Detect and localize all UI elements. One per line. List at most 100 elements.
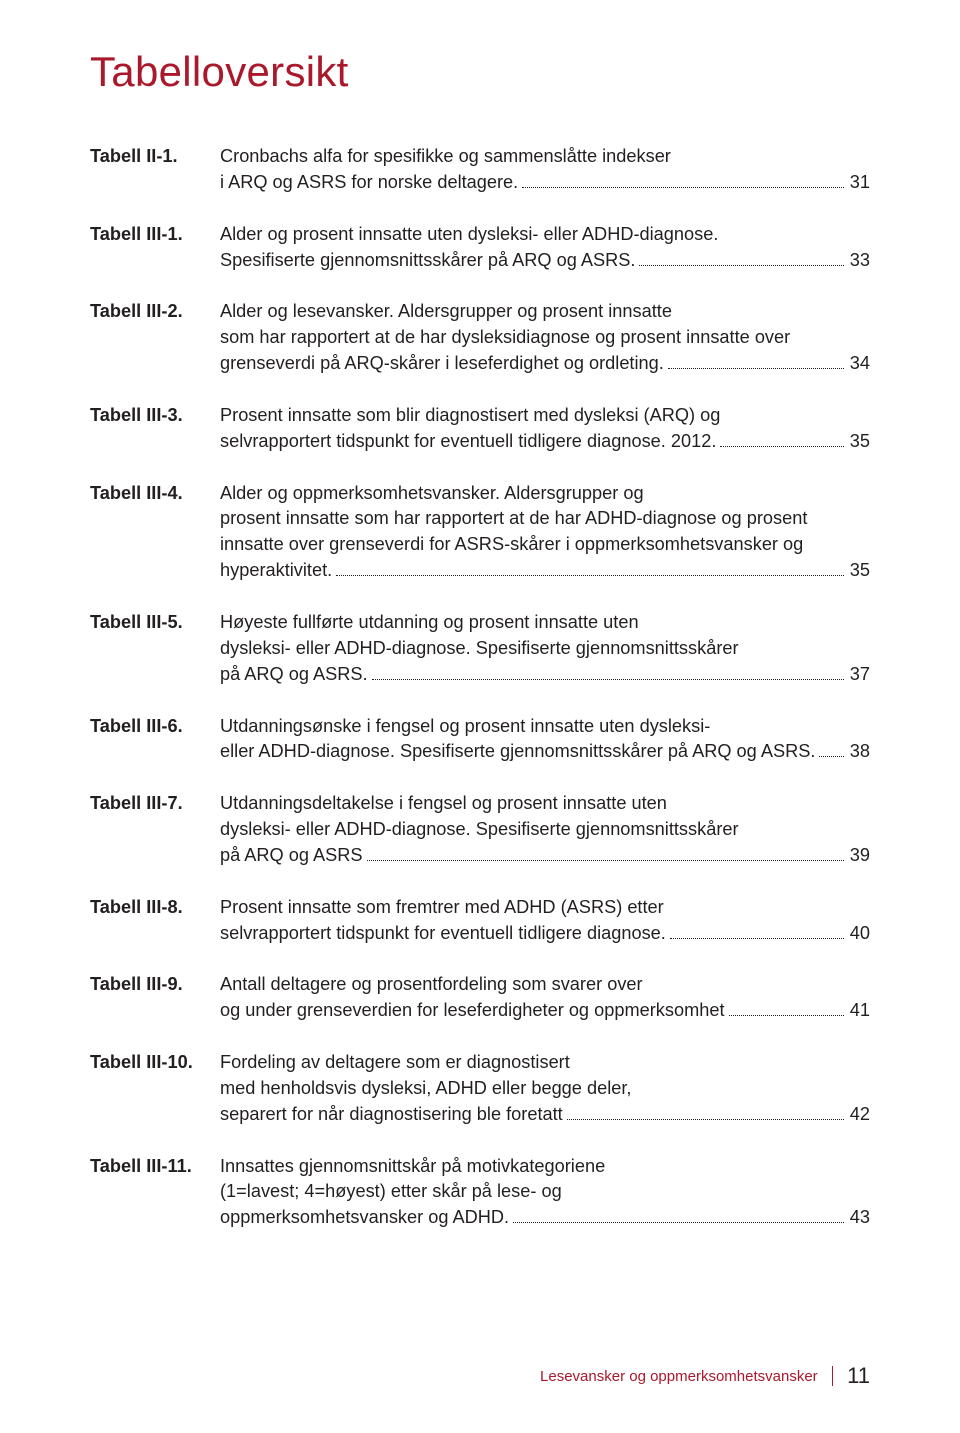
toc-entry-line-text: Utdanningsdeltakelse i fengsel og prosen…: [220, 791, 667, 817]
toc-entry-label: Tabell III-8.: [90, 895, 220, 921]
toc-entry-line-text: Fordeling av deltagere som er diagnostis…: [220, 1050, 570, 1076]
toc-entry-line-text: Antall deltagere og prosentfordeling som…: [220, 972, 643, 998]
dot-leader: [567, 1119, 844, 1120]
toc-entry-label: Tabell III-3.: [90, 403, 220, 429]
page-title: Tabelloversikt: [90, 48, 870, 96]
toc-entry: Tabell III-10.Fordeling av deltagere som…: [90, 1050, 870, 1128]
toc-entry-description: Høyeste fullførte utdanning og prosent i…: [220, 610, 870, 688]
toc-entry-line-text: Cronbachs alfa for spesifikke og sammens…: [220, 144, 671, 170]
toc-entry-description: Utdanningsønske i fengsel og prosent inn…: [220, 714, 870, 766]
toc-entry-line: med henholdsvis dysleksi, ADHD eller beg…: [220, 1076, 870, 1102]
toc-entry-line-text: Utdanningsønske i fengsel og prosent inn…: [220, 714, 710, 740]
toc-entry-line-text: innsatte over grenseverdi for ASRS-skåre…: [220, 532, 803, 558]
toc-entry-line: innsatte over grenseverdi for ASRS-skåre…: [220, 532, 870, 558]
toc-entry-line: og under grenseverdien for leseferdighet…: [220, 998, 870, 1024]
footer-divider: [832, 1366, 834, 1386]
toc-entry-page: 37: [848, 662, 870, 688]
toc-entry-line: separert for når diagnostisering ble for…: [220, 1102, 870, 1128]
toc-entry-line-text: Alder og prosent innsatte uten dysleksi-…: [220, 222, 718, 248]
toc-entry-line-text: Prosent innsatte som fremtrer med ADHD (…: [220, 895, 664, 921]
toc-entry: Tabell III-4.Alder og oppmerksomhetsvans…: [90, 481, 870, 584]
dot-leader: [819, 756, 843, 757]
toc-entry-line: i ARQ og ASRS for norske deltagere.31: [220, 170, 870, 196]
toc-entry-label: Tabell III-7.: [90, 791, 220, 817]
footer-text: Lesevansker og oppmerksomhetsvansker: [540, 1368, 818, 1385]
toc-entry-line-text: med henholdsvis dysleksi, ADHD eller beg…: [220, 1076, 631, 1102]
toc-entry-page: 38: [848, 739, 870, 765]
toc-entry-line: Utdanningsdeltakelse i fengsel og prosen…: [220, 791, 870, 817]
toc-entry-description: Fordeling av deltagere som er diagnostis…: [220, 1050, 870, 1128]
toc-entry-page: 33: [848, 248, 870, 274]
toc-entry-line: hyperaktivitet. 35: [220, 558, 870, 584]
toc-entry-label: Tabell III-11.: [90, 1154, 220, 1180]
toc-entry-page: 43: [848, 1205, 870, 1231]
toc-entry-line-text: Alder og oppmerksomhetsvansker. Aldersgr…: [220, 481, 644, 507]
toc-list: Tabell II-1.Cronbachs alfa for spesifikk…: [90, 144, 870, 1231]
toc-entry-line-text: oppmerksomhetsvansker og ADHD.: [220, 1205, 509, 1231]
dot-leader: [668, 368, 844, 369]
toc-entry-line: Innsattes gjennomsnittskår på motivkateg…: [220, 1154, 870, 1180]
toc-entry-line-text: hyperaktivitet.: [220, 558, 332, 584]
toc-entry: Tabell III-5.Høyeste fullførte utdanning…: [90, 610, 870, 688]
toc-entry-line: eller ADHD-diagnose. Spesifiserte gjenno…: [220, 739, 870, 765]
toc-entry: Tabell III-2.Alder og lesevansker. Alder…: [90, 299, 870, 377]
toc-entry-line-text: Alder og lesevansker. Aldersgrupper og p…: [220, 299, 672, 325]
footer-page-number: 11: [847, 1363, 870, 1389]
toc-entry-line: prosent innsatte som har rapportert at d…: [220, 506, 870, 532]
toc-entry: Tabell II-1.Cronbachs alfa for spesifikk…: [90, 144, 870, 196]
toc-entry-line-text: som har rapportert at de har dysleksidia…: [220, 325, 790, 351]
toc-entry-page: 39: [848, 843, 870, 869]
toc-entry: Tabell III-9.Antall deltagere og prosent…: [90, 972, 870, 1024]
toc-entry-label: Tabell III-10.: [90, 1050, 220, 1076]
toc-entry-line: Utdanningsønske i fengsel og prosent inn…: [220, 714, 870, 740]
toc-entry: Tabell III-1.Alder og prosent innsatte u…: [90, 222, 870, 274]
toc-entry-line: som har rapportert at de har dysleksidia…: [220, 325, 870, 351]
toc-entry-line: Alder og oppmerksomhetsvansker. Aldersgr…: [220, 481, 870, 507]
toc-entry-line-text: Prosent innsatte som blir diagnostisert …: [220, 403, 720, 429]
dot-leader: [372, 679, 844, 680]
toc-entry-line: på ARQ og ASRS 39: [220, 843, 870, 869]
toc-entry-label: Tabell III-6.: [90, 714, 220, 740]
toc-entry: Tabell III-11.Innsattes gjennomsnittskår…: [90, 1154, 870, 1232]
toc-entry-page: 31: [848, 170, 870, 196]
toc-entry-description: Cronbachs alfa for spesifikke og sammens…: [220, 144, 870, 196]
toc-entry-page: 35: [848, 558, 870, 584]
dot-leader: [720, 446, 843, 447]
toc-entry-line-text: (1=lavest; 4=høyest) etter skår på lese-…: [220, 1179, 562, 1205]
toc-entry-line: Alder og lesevansker. Aldersgrupper og p…: [220, 299, 870, 325]
toc-entry-line-text: dysleksi- eller ADHD-diagnose. Spesifise…: [220, 817, 739, 843]
toc-entry-label: Tabell III-5.: [90, 610, 220, 636]
toc-entry-line: dysleksi- eller ADHD-diagnose. Spesifise…: [220, 817, 870, 843]
toc-entry-line: Prosent innsatte som blir diagnostisert …: [220, 403, 870, 429]
toc-entry-line-text: selvrapportert tidspunkt for eventuell t…: [220, 921, 666, 947]
toc-entry-page: 35: [848, 429, 870, 455]
toc-entry-line: Antall deltagere og prosentfordeling som…: [220, 972, 870, 998]
toc-entry-line-text: separert for når diagnostisering ble for…: [220, 1102, 563, 1128]
dot-leader: [367, 860, 844, 861]
toc-entry-line: Fordeling av deltagere som er diagnostis…: [220, 1050, 870, 1076]
toc-entry-line: Spesifiserte gjennomsnittsskårer på ARQ …: [220, 248, 870, 274]
page-footer: Lesevansker og oppmerksomhetsvansker 11: [540, 1363, 870, 1389]
toc-entry-line-text: på ARQ og ASRS.: [220, 662, 368, 688]
toc-entry: Tabell III-6.Utdanningsønske i fengsel o…: [90, 714, 870, 766]
toc-entry: Tabell III-8.Prosent innsatte som fremtr…: [90, 895, 870, 947]
toc-entry: Tabell III-3.Prosent innsatte som blir d…: [90, 403, 870, 455]
toc-entry-line-text: på ARQ og ASRS: [220, 843, 363, 869]
toc-entry-description: Antall deltagere og prosentfordeling som…: [220, 972, 870, 1024]
toc-entry-line: Cronbachs alfa for spesifikke og sammens…: [220, 144, 870, 170]
toc-entry-line: på ARQ og ASRS. 37: [220, 662, 870, 688]
toc-entry-line: dysleksi- eller ADHD-diagnose. Spesifise…: [220, 636, 870, 662]
toc-entry-line-text: prosent innsatte som har rapportert at d…: [220, 506, 807, 532]
toc-entry-line: selvrapportert tidspunkt for eventuell t…: [220, 429, 870, 455]
toc-entry-page: 34: [848, 351, 870, 377]
toc-entry-line-text: og under grenseverdien for leseferdighet…: [220, 998, 725, 1024]
toc-entry-description: Utdanningsdeltakelse i fengsel og prosen…: [220, 791, 870, 869]
toc-entry-line: Alder og prosent innsatte uten dysleksi-…: [220, 222, 870, 248]
toc-entry-description: Innsattes gjennomsnittskår på motivkateg…: [220, 1154, 870, 1232]
toc-entry-description: Prosent innsatte som fremtrer med ADHD (…: [220, 895, 870, 947]
toc-entry-description: Alder og lesevansker. Aldersgrupper og p…: [220, 299, 870, 377]
toc-entry-page: 41: [848, 998, 870, 1024]
toc-entry-page: 42: [848, 1102, 870, 1128]
toc-entry-line: grenseverdi på ARQ-skårer i leseferdighe…: [220, 351, 870, 377]
toc-entry-line: selvrapportert tidspunkt for eventuell t…: [220, 921, 870, 947]
